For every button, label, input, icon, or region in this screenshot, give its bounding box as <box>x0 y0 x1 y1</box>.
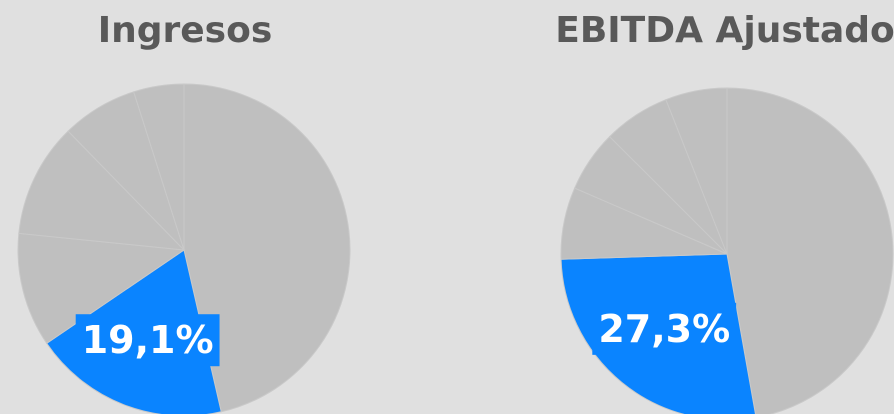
chart-title: Ingresos <box>98 10 273 51</box>
data-label: 19,1% <box>82 318 214 362</box>
label-background <box>592 302 737 355</box>
pie-slice <box>133 83 185 251</box>
label-background <box>75 314 220 367</box>
chart-title: EBITDA Ajustado <box>555 10 894 51</box>
data-label: 27,3% <box>598 307 730 351</box>
pie-slice <box>18 130 186 251</box>
pie-slice <box>183 83 351 413</box>
pie-slice <box>726 87 894 414</box>
pie-slice <box>665 87 728 255</box>
pie-slice <box>17 232 186 345</box>
